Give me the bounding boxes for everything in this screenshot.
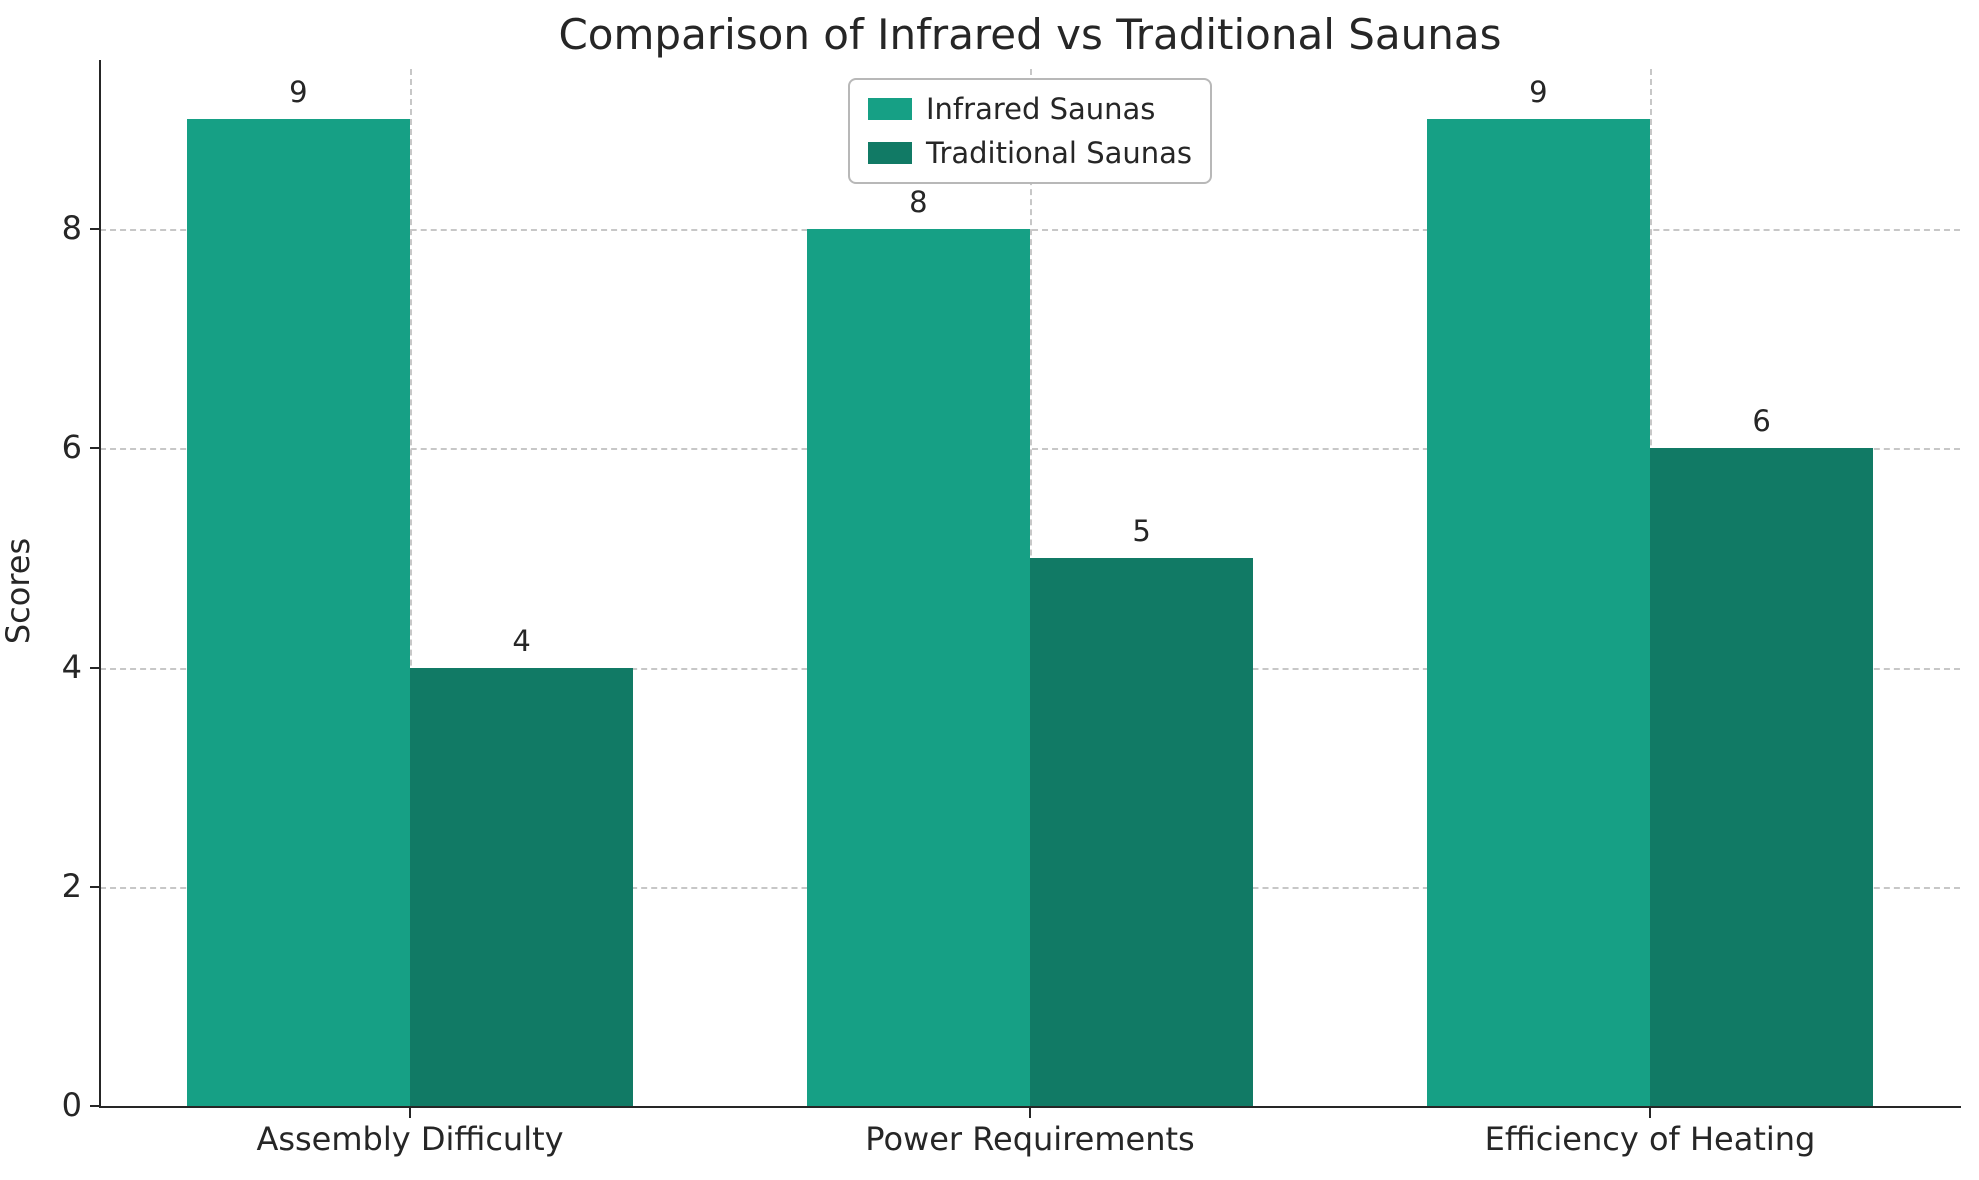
bar-infrared <box>186 119 410 1106</box>
bar-infrared <box>1426 119 1650 1106</box>
y-tick-mark <box>90 885 100 888</box>
bar-value-label: 5 <box>1132 513 1151 548</box>
legend-row: Infrared Saunas <box>868 92 1192 126</box>
y-tick-label: 6 <box>61 428 82 467</box>
legend-swatch-icon <box>868 142 912 164</box>
legend: Infrared Saunas Traditional Saunas <box>848 78 1213 184</box>
legend-label: Traditional Saunas <box>926 136 1193 170</box>
x-tick-label: Assembly Difficulty <box>256 1120 564 1158</box>
bar-value-label: 9 <box>1529 75 1548 110</box>
chart-title: Comparison of Infrared vs Traditional Sa… <box>558 10 1502 59</box>
plot-area: 9 4 8 5 9 6 <box>100 69 1960 1106</box>
y-tick-mark <box>90 1105 100 1107</box>
x-tick-mark <box>1029 1108 1031 1118</box>
x-tick-mark <box>1649 1108 1651 1118</box>
bar-infrared <box>806 229 1030 1106</box>
y-axis-spine <box>99 60 101 1107</box>
bar-value-label: 9 <box>289 75 308 110</box>
y-tick-mark <box>90 228 100 231</box>
x-tick-label: Power Requirements <box>865 1120 1195 1158</box>
gridline-vertical <box>410 69 412 1106</box>
legend-row: Traditional Saunas <box>868 136 1192 170</box>
legend-swatch-icon <box>868 98 912 120</box>
x-tick-label: Efficiency of Heating <box>1484 1120 1816 1158</box>
y-tick-label: 4 <box>61 647 82 686</box>
bar-traditional <box>1030 557 1254 1106</box>
x-axis-spine <box>99 1106 1961 1108</box>
bar-value-label: 8 <box>909 185 928 220</box>
bar-traditional <box>1650 448 1874 1106</box>
y-tick-label: 2 <box>61 866 82 905</box>
bar-value-label: 6 <box>1752 404 1771 439</box>
y-tick-label: 8 <box>61 209 82 248</box>
bar-value-label: 4 <box>512 623 531 658</box>
bar-traditional <box>410 667 634 1106</box>
y-tick-mark <box>90 666 100 669</box>
y-tick-label: 0 <box>61 1086 82 1124</box>
y-tick-mark <box>90 447 100 450</box>
x-tick-mark <box>409 1108 411 1118</box>
legend-label: Infrared Saunas <box>926 92 1156 126</box>
